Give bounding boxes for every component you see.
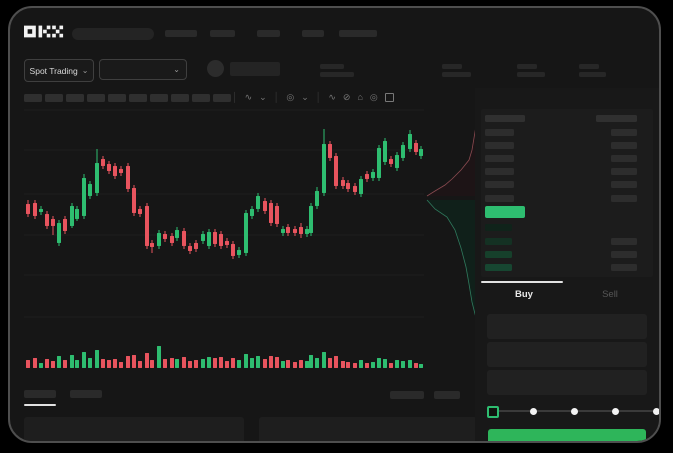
bid-amount-placeholder[interactable] [611, 264, 637, 271]
chevron-down-icon[interactable]: ⌄ [301, 92, 309, 102]
divider: │ [273, 92, 280, 102]
okx-logo[interactable] [24, 25, 64, 38]
timeframe-button[interactable] [45, 94, 63, 102]
ticker-stat [320, 64, 354, 78]
orderbook[interactable] [481, 109, 653, 277]
nav-item-placeholder[interactable] [302, 30, 324, 37]
ask-amount-placeholder[interactable] [611, 155, 637, 162]
stat-value-placeholder [517, 72, 545, 77]
timeframe-button[interactable] [150, 94, 168, 102]
bottom-panel-placeholder [24, 417, 244, 441]
trade-input-placeholder[interactable] [487, 314, 647, 339]
timeframe-button[interactable] [24, 94, 42, 102]
stat-value-placeholder [579, 72, 606, 77]
submit-buy-button[interactable] [488, 429, 646, 441]
bid-price-placeholder[interactable] [485, 224, 512, 231]
buy-sell-tabs: Buy Sell [481, 284, 653, 304]
bottom-tab-placeholder[interactable] [70, 390, 102, 398]
bottom-action-placeholder[interactable] [390, 391, 424, 399]
trade-input-placeholder[interactable] [487, 370, 647, 395]
chevron-down-icon[interactable]: ⌄ [259, 92, 267, 102]
chart-settings-icon[interactable]: ◎ [369, 92, 378, 102]
ask-amount-placeholder[interactable] [611, 129, 637, 136]
line-tool-icon[interactable]: ∿ [328, 92, 336, 102]
stat-value-placeholder [442, 72, 471, 77]
active-tab-underline [481, 281, 563, 283]
depth-chart [426, 113, 479, 326]
ask-price-placeholder[interactable] [485, 195, 514, 202]
trade-sidebar: Buy Sell [475, 88, 659, 441]
slider-handle[interactable] [487, 406, 499, 418]
ask-price-placeholder[interactable] [485, 155, 514, 162]
timeframe-button[interactable] [108, 94, 126, 102]
bid-amount-placeholder[interactable] [611, 251, 637, 258]
stat-label-placeholder [517, 64, 537, 69]
volume-chart [26, 346, 423, 368]
timeframe-button[interactable] [129, 94, 147, 102]
chart-toolbar-icons: │ ∿ ⌄ │ ◎ ⌄ │ ∿ ⊘ ⌂ ◎ [232, 90, 394, 104]
market-type-selector[interactable]: Spot Trading ⌄ [24, 59, 94, 82]
pair-name-placeholder [230, 62, 280, 76]
bid-amount-placeholder[interactable] [611, 238, 637, 245]
chevron-down-icon: ⌄ [173, 64, 180, 74]
stat-label-placeholder [579, 64, 599, 69]
bottom-action-placeholder[interactable] [434, 391, 460, 399]
ticker-stat [442, 64, 471, 78]
timeframe-button[interactable] [87, 94, 105, 102]
fullscreen-icon[interactable] [384, 92, 394, 102]
draw-tool-icon[interactable]: ⊘ [342, 92, 351, 102]
tab-buy[interactable]: Buy [515, 288, 533, 300]
ask-amount-placeholder[interactable] [611, 168, 637, 175]
market-type-label: Spot Trading [29, 65, 78, 76]
bid-price-placeholder[interactable] [485, 264, 512, 271]
divider: │ [232, 92, 238, 102]
search-input[interactable] [72, 28, 154, 40]
ask-amount-placeholder[interactable] [611, 181, 637, 188]
chevron-down-icon: ⌄ [81, 65, 89, 75]
slider-stop[interactable] [611, 408, 619, 415]
divider: │ [315, 92, 322, 102]
nav-item-placeholder[interactable] [257, 30, 280, 37]
pair-selector[interactable]: ⌄ [99, 59, 187, 80]
stat-value-placeholder [320, 72, 354, 77]
bottom-tab-underline [24, 404, 56, 406]
ask-price-placeholder[interactable] [485, 168, 514, 175]
last-price-highlight[interactable] [485, 206, 525, 218]
ask-price-placeholder[interactable] [485, 142, 514, 149]
timeframe-button[interactable] [171, 94, 189, 102]
bottom-tab-placeholder[interactable] [24, 390, 56, 398]
nav-item-placeholder[interactable] [165, 30, 197, 37]
bottom-panel-placeholder [259, 417, 477, 441]
trade-input-placeholder[interactable] [487, 342, 647, 367]
candlestick-chart[interactable] [24, 109, 424, 341]
slider-stop[interactable] [652, 408, 659, 415]
stat-label-placeholder [442, 64, 462, 69]
ask-price-placeholder[interactable] [485, 129, 514, 136]
coin-avatar[interactable] [207, 60, 224, 77]
bid-price-placeholder[interactable] [485, 238, 512, 245]
snapshot-icon[interactable]: ⌂ [357, 92, 363, 102]
ask-amount-placeholder[interactable] [611, 195, 637, 202]
bid-price-placeholder[interactable] [485, 251, 512, 258]
orderbook-header-amount [596, 115, 637, 122]
ticker-stat [579, 64, 606, 78]
timeframe-button[interactable] [66, 94, 84, 102]
indicators-icon[interactable]: ◎ [286, 92, 295, 102]
slider-stop[interactable] [529, 408, 537, 415]
tab-sell[interactable]: Sell [602, 288, 618, 300]
app-window: Spot Trading ⌄ ⌄ │ ∿ ⌄ │ ◎ ⌄ │ ∿ ⊘ ⌂ ◎ [8, 6, 661, 443]
ask-amount-placeholder[interactable] [611, 142, 637, 149]
ticker-stat [517, 64, 545, 78]
nav-item-placeholder[interactable] [210, 30, 235, 37]
stat-label-placeholder [320, 64, 344, 69]
timeframe-button[interactable] [213, 94, 231, 102]
ask-price-placeholder[interactable] [485, 181, 514, 188]
slider-stop[interactable] [570, 408, 578, 415]
timeframe-button[interactable] [192, 94, 210, 102]
chart-type-icon[interactable]: ∿ [244, 92, 253, 102]
nav-item-placeholder[interactable] [339, 30, 377, 37]
orderbook-header-price [485, 115, 525, 122]
